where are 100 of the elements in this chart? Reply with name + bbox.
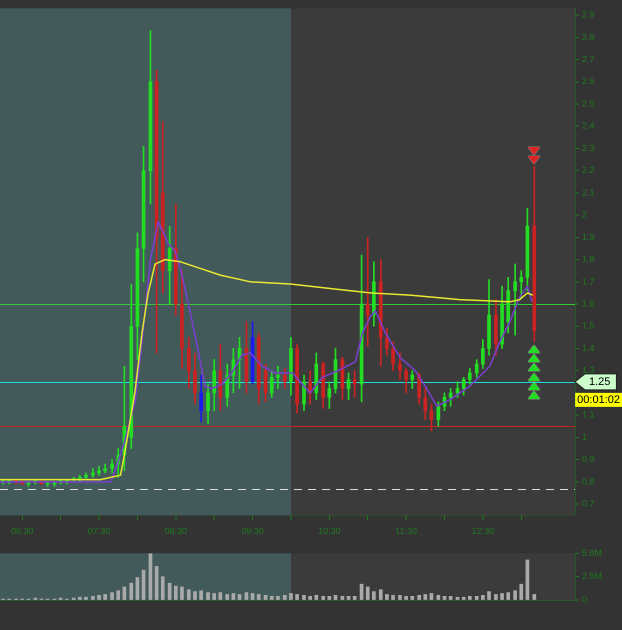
x-tick-label: 10:30 xyxy=(318,526,341,536)
ref-line-label: 1.25 xyxy=(589,376,610,388)
y-tick-label: 0.8 xyxy=(582,476,595,486)
bar xyxy=(494,594,498,600)
bar xyxy=(91,596,95,600)
y-tick-label: 2.5M xyxy=(582,571,602,582)
bar xyxy=(372,591,376,600)
y-tick-label: 5.0M xyxy=(582,548,602,558)
bar xyxy=(308,596,312,600)
bar xyxy=(487,591,491,600)
x-tick-label: 09:30 xyxy=(241,526,264,536)
bar xyxy=(199,590,203,600)
y-tick-label: 2.2 xyxy=(582,165,595,176)
bar xyxy=(289,593,293,600)
bar xyxy=(532,594,536,600)
y-tick-label: 2 xyxy=(582,210,588,220)
bar xyxy=(129,582,134,600)
bar xyxy=(264,595,268,600)
x-tick-label: 12:30 xyxy=(472,526,494,536)
bar xyxy=(212,593,216,600)
y-tick-label: 1.9 xyxy=(582,232,595,242)
bar xyxy=(238,594,242,600)
bar xyxy=(103,594,108,600)
bar xyxy=(97,595,101,600)
bar xyxy=(218,592,222,600)
bar xyxy=(500,593,504,600)
x-tick-label: 11:30 xyxy=(395,526,418,536)
text: 00:01:02 xyxy=(577,394,620,406)
bar xyxy=(244,592,248,600)
bar xyxy=(174,586,178,600)
bar xyxy=(136,577,140,600)
bar xyxy=(468,596,472,600)
y-tick-label: 1.1 xyxy=(582,410,595,420)
bar xyxy=(148,553,152,600)
bar xyxy=(122,586,126,600)
bar xyxy=(430,593,434,600)
bar xyxy=(417,595,421,600)
bar xyxy=(187,589,191,600)
bar xyxy=(142,570,146,600)
bar xyxy=(116,590,120,600)
y-tick-label: 2.9 xyxy=(582,10,595,20)
bar xyxy=(282,595,287,600)
bar xyxy=(110,592,114,600)
y-tick-label: 1.4 xyxy=(582,342,595,353)
bar xyxy=(225,594,230,600)
bar xyxy=(250,593,254,600)
bar xyxy=(160,576,165,600)
bar xyxy=(506,592,510,600)
y-tick-label: 1.7 xyxy=(582,276,595,286)
bar xyxy=(442,596,446,600)
bar xyxy=(366,586,370,600)
y-tick-label: 0.9 xyxy=(582,454,595,464)
bar xyxy=(346,596,350,600)
x-tick-label: 07:30 xyxy=(88,526,110,536)
bar xyxy=(385,594,389,600)
bar xyxy=(256,594,261,600)
bar xyxy=(398,595,402,600)
bar xyxy=(474,596,479,600)
y-tick-label: 1.3 xyxy=(582,365,595,376)
bar xyxy=(154,566,158,600)
bar xyxy=(340,596,344,600)
y-tick-label: 2.1 xyxy=(582,187,595,198)
bar xyxy=(360,584,364,600)
bar xyxy=(328,596,332,600)
bar xyxy=(513,590,517,600)
y-tick-label: 1.8 xyxy=(582,254,595,264)
bar xyxy=(519,584,524,600)
bar xyxy=(295,594,299,600)
bar xyxy=(180,586,184,600)
y-tick-label: 2.4 xyxy=(582,120,595,131)
bar xyxy=(352,596,357,600)
bar xyxy=(84,596,88,600)
y-tick-label: 1 xyxy=(582,432,588,442)
y-tick-label: 0.7 xyxy=(582,498,595,509)
bar xyxy=(410,596,414,600)
bar xyxy=(232,593,236,600)
bar xyxy=(334,595,338,600)
bar xyxy=(404,596,408,600)
y-tick-label: 2.8 xyxy=(582,32,595,42)
y-tick-label: 0 xyxy=(582,594,588,604)
bar xyxy=(423,594,428,600)
bar xyxy=(526,560,530,600)
x-tick-label: 06:30 xyxy=(10,526,34,536)
y-tick-label: 1.6 xyxy=(582,298,595,309)
bar xyxy=(193,591,197,600)
bar xyxy=(456,596,460,600)
y-tick-label: 1.5 xyxy=(582,320,595,331)
bar xyxy=(314,595,318,600)
bar xyxy=(436,595,440,600)
bar xyxy=(168,582,172,600)
x-tick-label: 08:30 xyxy=(164,526,188,536)
bar xyxy=(448,596,452,600)
bar xyxy=(78,596,82,600)
bar xyxy=(321,596,326,600)
bar xyxy=(302,595,306,600)
bar xyxy=(206,592,210,600)
y-tick-label: 2.6 xyxy=(582,76,595,86)
bar xyxy=(378,589,383,600)
y-tick-label: 2.3 xyxy=(582,142,595,153)
bar xyxy=(276,596,280,600)
